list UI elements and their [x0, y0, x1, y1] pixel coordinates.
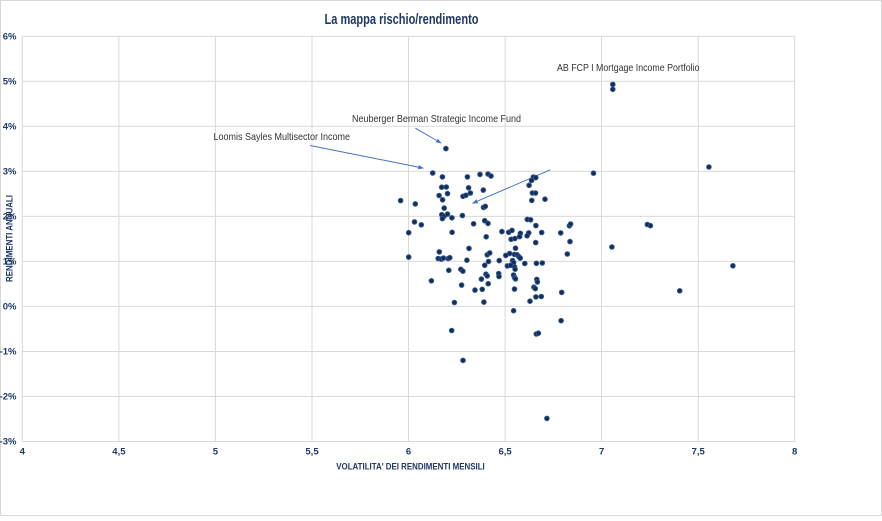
svg-text:-1%: -1% [0, 347, 17, 358]
svg-text:2%: 2% [3, 212, 17, 223]
svg-text:4,5: 4,5 [112, 447, 126, 458]
svg-text:Neuberger Berman Strategic Inc: Neuberger Berman Strategic Income Fund [352, 113, 521, 125]
svg-text:La mappa rischio/rendimento: La mappa rischio/rendimento [325, 11, 479, 28]
svg-text:0%: 0% [3, 302, 17, 313]
svg-text:3%: 3% [3, 167, 17, 178]
svg-text:VOLATILITA' DEI RENDIMENTI MEN: VOLATILITA' DEI RENDIMENTI MENSILI [336, 462, 485, 473]
svg-text:5,5: 5,5 [305, 447, 319, 458]
svg-text:7: 7 [599, 447, 604, 458]
svg-text:1%: 1% [3, 257, 17, 268]
svg-text:6: 6 [406, 447, 411, 458]
svg-text:4%: 4% [3, 122, 17, 133]
svg-text:AB FCP I Mortgage Income Portf: AB FCP I Mortgage Income Portfolio [557, 62, 700, 74]
svg-text:4: 4 [20, 447, 26, 458]
svg-text:7,5: 7,5 [692, 447, 706, 458]
svg-text:RENDIMENTI ANNUALI: RENDIMENTI ANNUALI [5, 195, 16, 282]
svg-text:Loomis Sayles Multisector Inco: Loomis Sayles Multisector Income [214, 131, 351, 143]
svg-text:6%: 6% [3, 32, 17, 43]
svg-text:6,5: 6,5 [498, 447, 512, 458]
svg-text:5: 5 [213, 447, 219, 458]
svg-text:-3%: -3% [0, 437, 17, 448]
svg-text:8: 8 [792, 447, 797, 458]
svg-text:5%: 5% [3, 77, 17, 88]
svg-text:-2%: -2% [0, 392, 17, 403]
